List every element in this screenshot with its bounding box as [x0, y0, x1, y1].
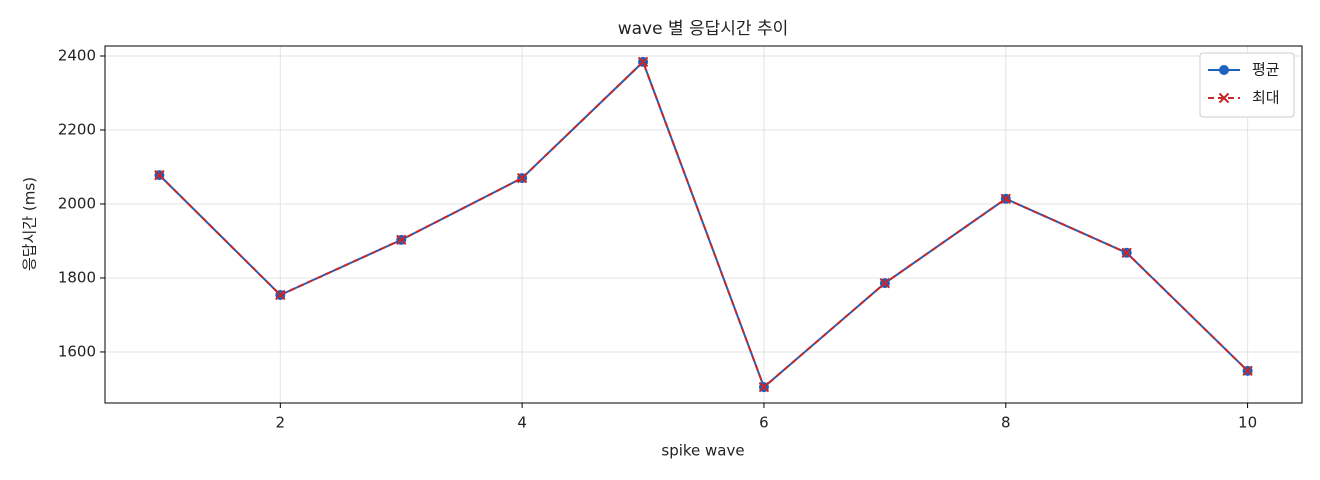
- marker: [154, 169, 165, 181]
- marker: [516, 172, 528, 184]
- marker: [879, 277, 891, 289]
- series-line: [158, 60, 1249, 389]
- chart-title: wave 별 응답시간 추이: [618, 19, 789, 39]
- y-tick-label: 2400: [58, 46, 96, 64]
- legend-marker: [1219, 65, 1229, 75]
- x-axis-label: spike wave: [661, 442, 744, 460]
- x-tick-label: 8: [1001, 414, 1011, 432]
- marker: [1121, 247, 1132, 259]
- y-axis-label: 응답시간 (ms): [21, 177, 39, 271]
- marker: [637, 56, 649, 68]
- marker: [1000, 193, 1011, 204]
- y-tick-label: 1600: [58, 342, 96, 360]
- y-tick-label: 2200: [58, 120, 96, 138]
- x-tick-label: 2: [276, 414, 286, 432]
- x-tick-label: 10: [1238, 414, 1257, 432]
- legend-label: 평균: [1252, 61, 1280, 79]
- marker: [275, 289, 286, 301]
- marker: [758, 381, 770, 393]
- plot-frame: [104, 45, 1303, 404]
- legend-marker: [1218, 92, 1230, 104]
- legend-label: 최대: [1252, 89, 1280, 107]
- y-tick-label: 2000: [58, 194, 96, 212]
- x-tick-label: 4: [517, 414, 527, 432]
- y-tick-label: 1800: [58, 268, 96, 286]
- legend-frame: [1199, 52, 1295, 118]
- x-tick-label: 6: [759, 414, 769, 432]
- marker: [1242, 365, 1253, 377]
- marker: [396, 234, 407, 246]
